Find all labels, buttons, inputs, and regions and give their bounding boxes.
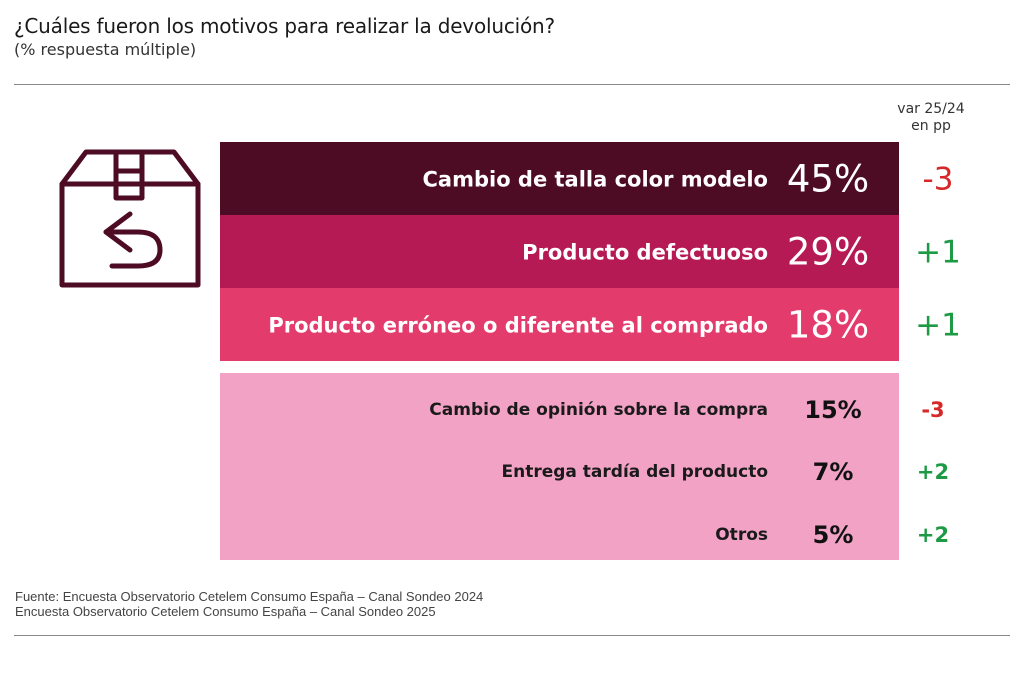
row-bar-2: [220, 215, 899, 288]
value-label-5: 7%: [813, 458, 854, 486]
value-label-4: 15%: [804, 396, 861, 424]
chart-title: ¿Cuáles fueron los motivos para realizar…: [14, 14, 555, 38]
row-bar-1: [220, 142, 899, 215]
category-label-6: Otros: [715, 525, 768, 545]
source-note: Fuente: Encuesta Observatorio Cetelem Co…: [15, 589, 483, 619]
value-label-3: 18%: [787, 304, 869, 347]
variation-label-5: +2: [917, 460, 949, 484]
category-label-5: Entrega tardía del producto: [501, 462, 768, 482]
variation-label-2: +1: [915, 235, 961, 271]
return-box-icon: [56, 144, 204, 292]
variation-label-3: +1: [915, 308, 961, 344]
source-line-2: Encuesta Observatorio Cetelem Consumo Es…: [15, 604, 436, 619]
variation-header-line2: en pp: [911, 118, 951, 134]
bottom-divider: [14, 635, 1010, 636]
chart-subtitle: (% respuesta múltiple): [14, 40, 197, 59]
value-label-1: 45%: [787, 158, 869, 201]
variation-header: var 25/24 en pp: [890, 101, 972, 135]
category-label-3: Producto erróneo o diferente al comprado: [268, 314, 768, 338]
value-label-2: 29%: [787, 231, 869, 274]
category-label-1: Cambio de talla color modelo: [423, 168, 769, 192]
row-bar-3: [220, 288, 899, 361]
category-label-2: Producto defectuoso: [522, 241, 768, 265]
variation-label-4: -3: [921, 398, 944, 422]
variation-header-line1: var 25/24: [897, 101, 965, 117]
category-label-4: Cambio de opinión sobre la compra: [429, 400, 768, 420]
variation-label-6: +2: [917, 523, 949, 547]
source-line-1: Fuente: Encuesta Observatorio Cetelem Co…: [15, 589, 484, 604]
top-divider: [14, 84, 1010, 85]
rest-panel: [220, 373, 899, 560]
variation-label-1: -3: [923, 162, 954, 198]
value-label-6: 5%: [813, 521, 854, 549]
